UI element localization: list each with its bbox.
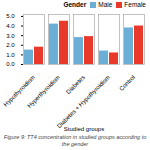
svg-text:Control: Control (118, 74, 136, 92)
svg-text:0.0: 0.0 (6, 61, 15, 67)
svg-text:1.0: 1.0 (6, 52, 15, 58)
svg-text:Diabetes + Hypothyroidism: Diabetes + Hypothyroidism (56, 74, 111, 129)
svg-text:Diabetes: Diabetes (65, 74, 86, 95)
svg-text:4.0: 4.0 (6, 23, 15, 29)
html-text:Male: Male (98, 1, 113, 8)
svg-text:Hypothyroidism: Hypothyroidism (2, 74, 37, 108)
svg-text:5.0: 5.0 (6, 13, 15, 19)
svg-text:3.0: 3.0 (6, 33, 15, 39)
svg-text:Studied groups: Studied groups (64, 126, 104, 132)
html-text:Figure 9: TT4 concentration in: Figure 9: TT4 concentration in studied g… (3, 134, 147, 147)
svg-text:Hyperthyroidism: Hyperthyroidism (26, 74, 61, 109)
html-text:Gender: Gender (63, 1, 87, 8)
svg-text:2.0: 2.0 (6, 42, 15, 48)
html-text:Female: Female (124, 1, 146, 8)
